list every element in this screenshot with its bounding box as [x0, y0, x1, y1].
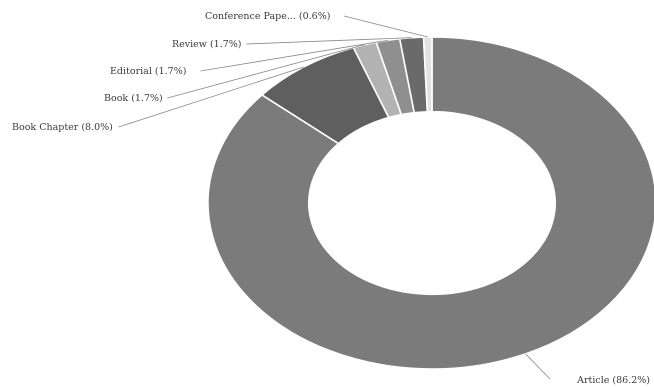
slice-label-0: Article (86.2%) [576, 375, 650, 386]
donut-hole [309, 112, 555, 294]
slice-label-3: Editorial (1.7%) [110, 66, 186, 77]
leader-line-1 [118, 66, 304, 128]
slice-label-5: Conference Pape... (0.6%) [205, 11, 330, 22]
leader-lines [118, 15, 551, 380]
leader-line-4 [246, 37, 412, 45]
slice-label-2: Book (1.7%) [104, 93, 163, 104]
slice-0 [207, 36, 654, 370]
leader-line-2 [167, 44, 365, 99]
slice-label-4: Review (1.7%) [172, 39, 242, 50]
slices [207, 36, 654, 370]
slice-labels: Article (86.2%) Book Chapter (8.0%) Book (… [12, 11, 650, 386]
leader-line-3 [200, 39, 388, 72]
leader-line-5 [343, 15, 428, 38]
slice-label-1: Book Chapter (8.0%) [12, 122, 113, 133]
leader-line-0 [525, 353, 551, 380]
